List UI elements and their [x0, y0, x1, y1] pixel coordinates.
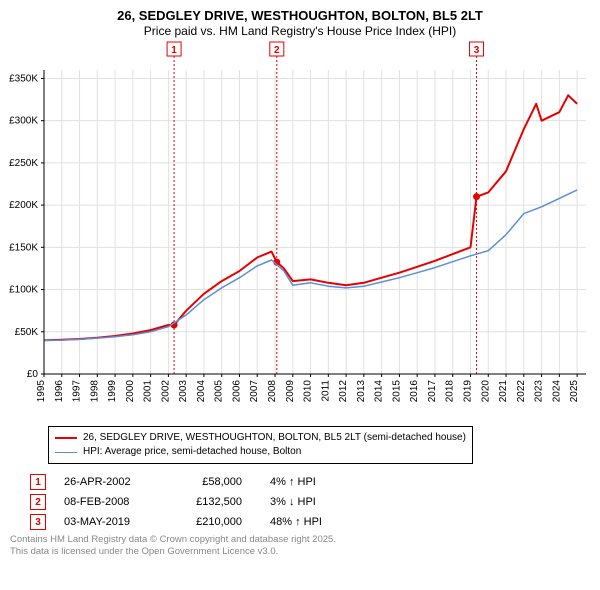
x-tick-label: 2022: [516, 380, 527, 403]
x-tick-label: 2023: [534, 380, 545, 403]
x-tick-label: 2010: [303, 380, 314, 403]
y-tick-label: £50K: [15, 327, 39, 338]
y-tick-label: £300K: [9, 116, 38, 127]
chart-area: £0 £50K £100K £150K £200K £250K £300K £350K 1995…: [0, 40, 600, 420]
y-tick-label: £150K: [9, 242, 38, 253]
event-num: 1: [30, 474, 46, 490]
x-tick-label: 1999: [107, 380, 118, 403]
event-date: 08-FEB-2008: [64, 496, 154, 508]
x-tick-label: 2007: [249, 380, 260, 403]
x-tick-label: 2019: [462, 380, 473, 403]
event-date: 26-APR-2002: [64, 476, 154, 488]
events-table: 1 26-APR-2002 £58,000 4% ↑ HPI 2 08-FEB-2008 £…: [30, 474, 590, 530]
legend: 26, SEDGLEY DRIVE, WESTHOUGHTON, BOLTON,…: [48, 426, 473, 464]
event-row: 1 26-APR-2002 £58,000 4% ↑ HPI: [30, 474, 590, 490]
event-price: £210,000: [172, 516, 252, 528]
event-num: 2: [30, 494, 46, 510]
chart-title-line2: Price paid vs. HM Land Registry's House …: [10, 24, 590, 38]
x-tick-label: 2012: [338, 380, 349, 403]
event-row: 2 08-FEB-2008 £132,500 3% ↓ HPI: [30, 494, 590, 510]
x-tick-label: 2025: [569, 380, 580, 403]
chart-title-line1: 26, SEDGLEY DRIVE, WESTHOUGHTON, BOLTON,…: [10, 8, 590, 23]
footer-line2: This data is licensed under the Open Gov…: [10, 546, 590, 558]
event-pct: 4% ↑ HPI: [270, 476, 380, 488]
footer-line1: Contains HM Land Registry data © Crown c…: [10, 534, 590, 546]
x-tick-label: 1998: [89, 380, 100, 403]
x-tick-label: 2000: [125, 380, 136, 403]
legend-swatch-1: [55, 437, 77, 439]
x-tick-label: 1995: [36, 380, 47, 403]
y-tick-label: £250K: [9, 158, 38, 169]
legend-item-1: 26, SEDGLEY DRIVE, WESTHOUGHTON, BOLTON,…: [55, 431, 466, 445]
event-price: £58,000: [172, 476, 252, 488]
x-tick-label: 2021: [498, 380, 509, 403]
event-price: £132,500: [172, 496, 252, 508]
x-tick-label: 2002: [160, 380, 171, 403]
y-tick-label: £200K: [9, 200, 38, 211]
x-tick-label: 2008: [267, 380, 278, 403]
x-tick-label: 2017: [427, 380, 438, 403]
y-tick-label: £350K: [9, 73, 38, 84]
event-row: 3 03-MAY-2019 £210,000 48% ↑ HPI: [30, 514, 590, 530]
y-tick-label: £0: [27, 369, 39, 380]
x-tick-label: 2016: [409, 380, 420, 403]
legend-swatch-2: [55, 452, 77, 453]
event-marker-num: 1: [171, 45, 177, 56]
x-tick-label: 2011: [320, 380, 331, 402]
legend-item-2: HPI: Average price, semi-detached house,…: [55, 445, 466, 459]
event-num: 3: [30, 514, 46, 530]
x-tick-label: 2001: [143, 380, 154, 403]
x-tick-label: 2020: [480, 380, 491, 403]
x-tick-label: 2009: [285, 380, 296, 403]
x-tick-label: 2024: [551, 380, 562, 403]
x-tick-label: 1996: [54, 380, 65, 403]
footer: Contains HM Land Registry data © Crown c…: [10, 534, 590, 558]
x-tick-label: 2003: [178, 380, 189, 403]
x-tick-label: 2014: [374, 380, 385, 403]
legend-label-2: HPI: Average price, semi-detached house,…: [83, 445, 301, 459]
event-marker-num: 3: [474, 45, 480, 56]
event-pct: 3% ↓ HPI: [270, 496, 380, 508]
legend-label-1: 26, SEDGLEY DRIVE, WESTHOUGHTON, BOLTON,…: [83, 431, 466, 445]
x-tick-label: 2013: [356, 380, 367, 403]
x-tick-label: 2004: [196, 380, 207, 403]
x-tick-label: 1997: [72, 380, 83, 403]
event-pct: 48% ↑ HPI: [270, 516, 380, 528]
x-tick-label: 2015: [391, 380, 402, 403]
event-date: 03-MAY-2019: [64, 516, 154, 528]
x-tick-label: 2005: [214, 380, 225, 403]
event-marker-num: 2: [274, 45, 280, 56]
y-tick-label: £100K: [9, 285, 38, 296]
x-tick-label: 2018: [445, 380, 456, 403]
x-tick-label: 2006: [231, 380, 242, 403]
